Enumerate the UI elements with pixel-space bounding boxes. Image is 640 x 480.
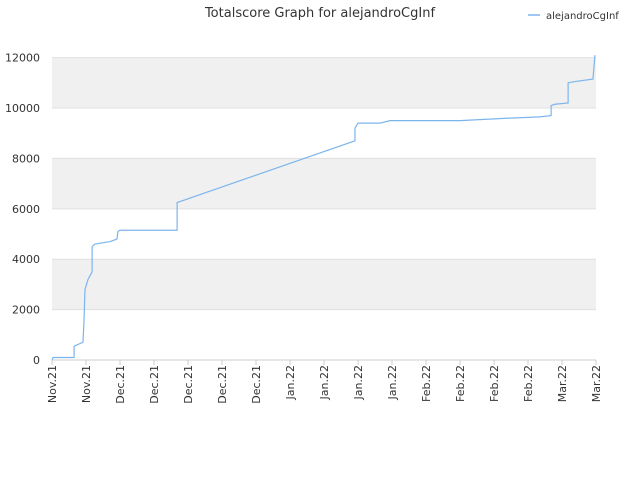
x-tick-label: Mar.22 (556, 365, 569, 402)
x-tick-label: Feb.22 (420, 365, 433, 402)
x-tick-label: Dec.21 (148, 365, 161, 404)
x-tick-label: Dec.21 (250, 365, 263, 404)
x-tick-label: Dec.21 (114, 365, 127, 404)
x-tick-label: Nov.21 (80, 365, 93, 403)
y-tick-label: 2000 (12, 304, 40, 317)
y-tick-label: 10000 (5, 102, 40, 115)
line-series (51, 55, 596, 361)
y-tick-label: 6000 (12, 203, 40, 216)
y-tick-label: 0 (33, 354, 40, 367)
x-tick-label: Jan.22 (284, 365, 297, 400)
x-tick-label: Feb.22 (488, 365, 501, 402)
legend-label: alejandroCgInf (546, 11, 619, 22)
chart-title: Totalscore Graph for alejandroCgInf (204, 6, 436, 21)
x-tick-label: Nov.21 (46, 365, 59, 403)
grid-band (52, 57, 596, 109)
grid-band (52, 259, 596, 310)
x-tick-label: Feb.22 (454, 365, 467, 402)
x-tick-label: Dec.21 (182, 365, 195, 404)
y-tick-label: 4000 (12, 253, 40, 266)
y-tick-label: 8000 (12, 152, 40, 165)
grid-band (52, 158, 596, 209)
x-tick-label: Mar.22 (590, 365, 603, 402)
x-tick-label: Feb.22 (522, 365, 535, 402)
x-tick-label: Jan.22 (318, 365, 331, 400)
x-tick-label: Dec.21 (216, 365, 229, 404)
y-tick-label: 12000 (5, 52, 40, 65)
x-tick-label: Jan.22 (352, 365, 365, 400)
x-tick-label: Jan.22 (386, 365, 399, 400)
